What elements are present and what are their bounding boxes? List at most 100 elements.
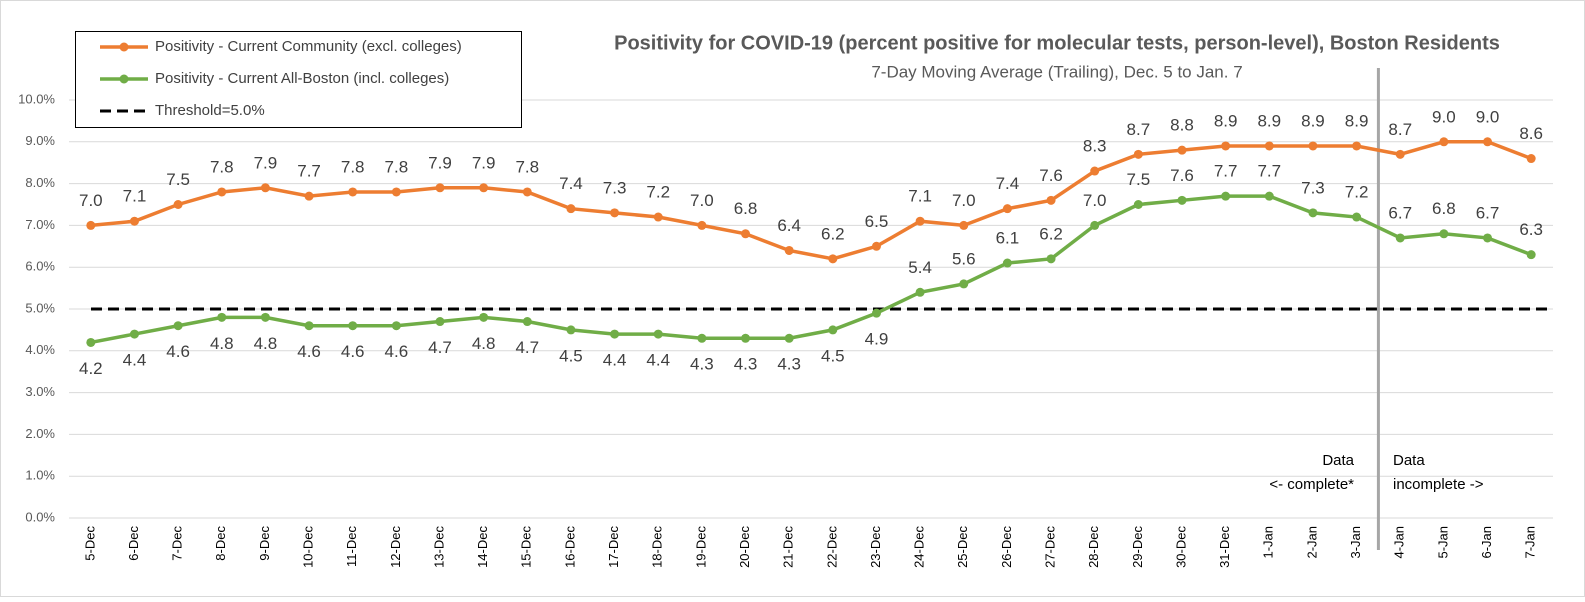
data-point: [1308, 141, 1318, 151]
x-tick-label: 23-Dec: [868, 526, 883, 568]
data-point: [1395, 149, 1405, 159]
data-label: 9.0: [1432, 107, 1456, 126]
data-point: [391, 187, 401, 197]
data-label: 7.8: [341, 157, 365, 176]
data-point: [741, 229, 751, 239]
x-tick-label: 17-Dec: [606, 526, 621, 568]
chart-title: Positivity for COVID-19 (percent positiv…: [614, 32, 1500, 54]
x-tick-label: 19-Dec: [693, 526, 708, 568]
data-label: 7.4: [559, 174, 583, 193]
data-point: [260, 312, 270, 322]
series-line: [90, 194, 1532, 345]
data-label: 6.7: [1476, 203, 1500, 222]
data-point: [173, 200, 183, 209]
x-tick-label: 3-Jan: [1348, 526, 1363, 559]
annotation: Data: [1393, 452, 1425, 469]
data-point: [566, 204, 576, 214]
y-tick-label: 9.0%: [25, 133, 55, 148]
data-label: 7.0: [79, 191, 103, 210]
data-label: 7.9: [472, 153, 496, 172]
data-point: [479, 312, 489, 322]
data-point: [1395, 233, 1405, 243]
data-label: 4.3: [690, 355, 714, 374]
data-point: [653, 329, 663, 339]
data-point: [1264, 191, 1274, 201]
data-point: [348, 187, 358, 197]
data-point: [828, 254, 838, 264]
y-tick-label: 2.0%: [25, 426, 55, 441]
y-tick-label: 3.0%: [25, 384, 55, 399]
legend-box: [75, 31, 522, 128]
x-tick-label: 6-Dec: [126, 526, 141, 561]
data-point: [566, 325, 576, 335]
data-point: [348, 321, 358, 331]
data-point: [871, 308, 881, 318]
data-point: [1526, 250, 1536, 260]
x-tick-label: 5-Dec: [82, 526, 97, 561]
data-label: 8.9: [1301, 111, 1325, 130]
data-point: [1002, 204, 1012, 214]
x-tick-label: 18-Dec: [650, 526, 665, 568]
data-label: 4.8: [210, 334, 234, 353]
data-label: 8.8: [1170, 116, 1194, 135]
data-point: [1046, 195, 1056, 205]
data-label: 4.9: [865, 330, 889, 349]
data-point: [1483, 233, 1493, 243]
data-point: [915, 287, 925, 297]
data-label: 7.9: [254, 153, 278, 172]
data-label: 6.7: [1388, 203, 1412, 222]
legend-label: Positivity - Current Community (excl. co…: [155, 38, 462, 55]
data-label: 8.3: [1083, 137, 1107, 156]
data-label: 4.6: [166, 342, 190, 361]
data-point: [784, 245, 794, 255]
data-point: [959, 220, 969, 230]
data-label: 7.4: [996, 174, 1020, 193]
data-label: 6.8: [734, 199, 758, 218]
data-point: [871, 241, 881, 251]
data-label: 4.4: [123, 351, 147, 370]
data-label: 7.0: [690, 191, 714, 210]
y-tick-label: 8.0%: [25, 175, 55, 190]
x-tick-label: 14-Dec: [475, 526, 490, 568]
chart-subtitle: 7-Day Moving Average (Trailing), Dec. 5 …: [871, 62, 1242, 81]
data-point: [304, 191, 314, 201]
x-tick-label: 27-Dec: [1042, 526, 1057, 568]
data-point: [435, 183, 445, 193]
data-point: [479, 183, 489, 193]
data-point: [173, 321, 183, 331]
data-point: [1352, 141, 1362, 151]
data-label: 7.2: [1345, 183, 1369, 202]
data-point: [217, 187, 227, 197]
x-tick-label: 21-Dec: [781, 526, 796, 568]
x-tick-label: 1-Jan: [1261, 526, 1276, 559]
data-label: 7.6: [1170, 166, 1194, 185]
data-label: 8.6: [1519, 124, 1543, 143]
data-label: 6.3: [1519, 220, 1543, 239]
data-point: [435, 317, 445, 327]
x-tick-label: 10-Dec: [300, 526, 315, 568]
x-tick-label: 20-Dec: [737, 526, 752, 568]
data-point: [1308, 208, 1318, 218]
data-label: 6.1: [996, 229, 1020, 248]
data-point: [522, 317, 532, 327]
legend-label: Threshold=5.0%: [155, 102, 265, 119]
x-tick-label: 7-Dec: [170, 526, 185, 561]
data-point: [1133, 149, 1143, 159]
data-label: 7.8: [210, 157, 234, 176]
data-point: [260, 183, 270, 193]
data-label: 4.4: [646, 351, 670, 370]
x-tick-label: 8-Dec: [213, 526, 228, 561]
y-tick-label: 10.0%: [18, 91, 55, 106]
data-label: 8.9: [1214, 111, 1238, 130]
series-line: [90, 140, 1532, 261]
data-label: 7.3: [603, 178, 627, 197]
x-tick-label: 24-Dec: [912, 526, 927, 568]
data-point: [129, 329, 139, 339]
y-tick-label: 0.0%: [25, 509, 55, 524]
x-tick-label: 22-Dec: [824, 526, 839, 568]
data-label: 7.2: [646, 183, 670, 202]
x-tick-label: 16-Dec: [562, 526, 577, 568]
data-label: 8.9: [1345, 111, 1369, 130]
legend-marker: [119, 74, 129, 84]
